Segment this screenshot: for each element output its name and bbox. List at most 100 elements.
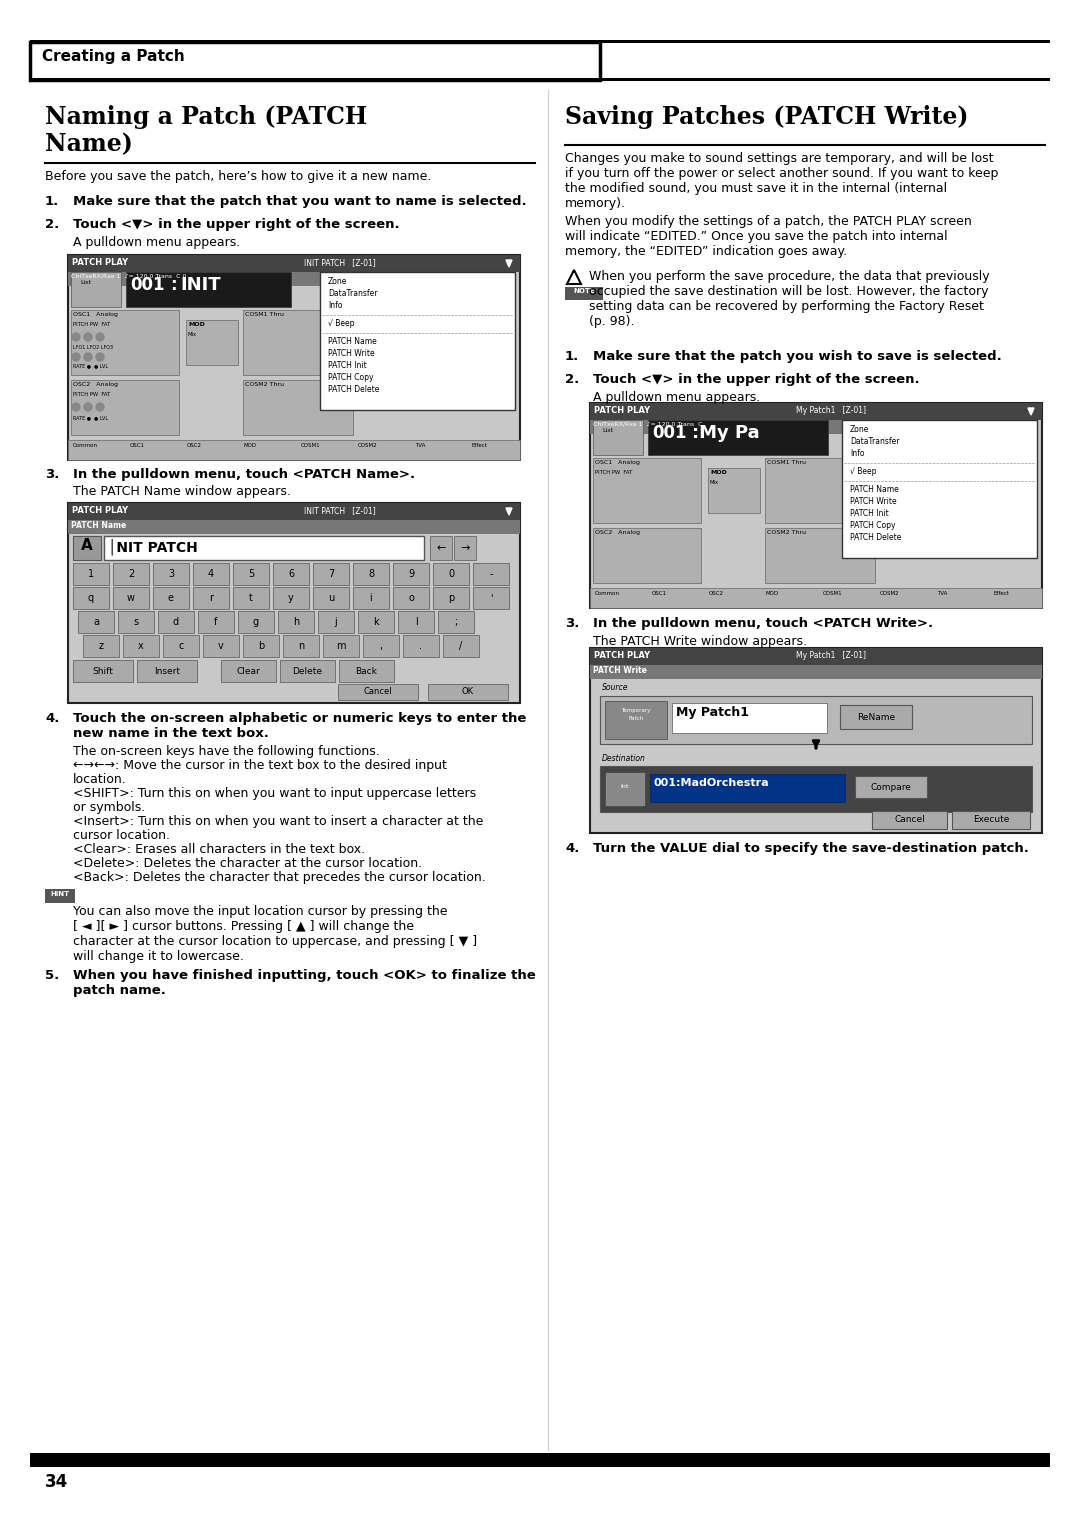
Text: MOD: MOD — [710, 471, 727, 475]
Bar — [163, 636, 199, 657]
Text: Int: Int — [621, 784, 630, 788]
Text: Zone: Zone — [328, 277, 348, 286]
Text: 3.: 3. — [45, 468, 59, 481]
Text: Turn the VALUE dial to specify the save-destination patch.: Turn the VALUE dial to specify the save-… — [593, 842, 1029, 856]
Text: PATCH Init: PATCH Init — [328, 361, 367, 370]
Text: RATE ●  ● LVL: RATE ● ● LVL — [73, 364, 108, 368]
Bar — [313, 562, 349, 585]
Text: √ Beep: √ Beep — [850, 468, 877, 477]
Text: 4.: 4. — [45, 712, 59, 724]
Bar — [153, 562, 189, 585]
Bar — [30, 41, 600, 79]
Bar — [872, 811, 947, 830]
Bar — [158, 611, 194, 633]
Circle shape — [96, 353, 104, 361]
Text: <Back>: Deletes the character that precedes the cursor location.: <Back>: Deletes the character that prece… — [73, 871, 486, 885]
Text: OSC1: OSC1 — [130, 443, 145, 448]
Bar — [600, 766, 1032, 811]
Text: PATCH Init: PATCH Init — [850, 509, 889, 518]
Text: Shift: Shift — [93, 666, 113, 675]
Text: ←: ← — [436, 542, 446, 553]
Bar — [68, 272, 360, 286]
Text: COSM1: COSM1 — [301, 443, 321, 448]
Text: The PATCH Write window appears.: The PATCH Write window appears. — [593, 636, 807, 648]
Text: OSC1: OSC1 — [652, 591, 667, 596]
Text: ;: ; — [455, 617, 458, 626]
Text: PATCH PLAY: PATCH PLAY — [72, 258, 129, 267]
Text: <Clear>: Erases all characters in the text box.: <Clear>: Erases all characters in the te… — [73, 843, 365, 856]
Text: COSM2: COSM2 — [880, 591, 900, 596]
Text: INIT PATCH   [Z-01]: INIT PATCH [Z-01] — [303, 506, 376, 515]
Text: Before you save the patch, here’s how to give it a new name.: Before you save the patch, here’s how to… — [45, 170, 431, 183]
Bar — [454, 536, 476, 559]
Text: NOTE: NOTE — [573, 287, 595, 293]
Text: w: w — [127, 593, 135, 604]
Polygon shape — [507, 507, 512, 515]
Text: A pulldown menu appears.: A pulldown menu appears. — [593, 391, 760, 403]
Text: <SHIFT>: Turn this on when you want to input uppercase letters: <SHIFT>: Turn this on when you want to i… — [73, 787, 476, 801]
Text: OSC2   Analog: OSC2 Analog — [595, 530, 640, 535]
Bar — [73, 536, 102, 559]
Text: PATCH Name: PATCH Name — [328, 338, 377, 345]
Text: 34: 34 — [45, 1473, 68, 1491]
Text: ReName: ReName — [856, 712, 895, 721]
Text: 7: 7 — [328, 568, 334, 579]
Bar — [605, 772, 645, 805]
Text: Temporary: Temporary — [621, 707, 650, 714]
Bar — [399, 611, 434, 633]
Text: x: x — [138, 642, 144, 651]
Bar — [765, 529, 875, 584]
Bar — [353, 587, 389, 610]
Text: PATCH Write: PATCH Write — [328, 348, 375, 358]
Text: PATCH Name: PATCH Name — [71, 521, 126, 530]
Text: The PATCH Name window appears.: The PATCH Name window appears. — [73, 484, 291, 498]
Bar — [590, 665, 1042, 678]
Bar — [186, 319, 238, 365]
Text: TVA: TVA — [415, 443, 426, 448]
Bar — [565, 287, 603, 299]
Text: LFO1 LFO2 LFO3: LFO1 LFO2 LFO3 — [73, 345, 113, 350]
Text: Destination: Destination — [602, 753, 646, 762]
Text: c: c — [178, 642, 184, 651]
Text: Info: Info — [850, 449, 864, 458]
Text: DataTransfer: DataTransfer — [328, 289, 378, 298]
Text: Make sure that the patch that you want to name is selected.: Make sure that the patch that you want t… — [73, 196, 527, 208]
Text: r: r — [210, 593, 213, 604]
Bar — [590, 403, 1042, 420]
Bar — [71, 272, 121, 307]
Text: g: g — [253, 617, 259, 626]
Bar — [68, 503, 519, 520]
Text: 4.: 4. — [565, 842, 579, 856]
Text: Info: Info — [328, 301, 342, 310]
Bar — [83, 636, 119, 657]
Circle shape — [72, 333, 80, 341]
Text: PATCH Write: PATCH Write — [593, 666, 647, 675]
Text: PATCH PLAY: PATCH PLAY — [594, 406, 650, 416]
Text: 9: 9 — [408, 568, 414, 579]
Bar — [393, 587, 429, 610]
Text: COSM2 Thru: COSM2 Thru — [767, 530, 806, 535]
Text: →: → — [460, 542, 470, 553]
Text: PATCH Write: PATCH Write — [850, 497, 896, 506]
Bar — [855, 776, 927, 798]
Circle shape — [72, 353, 80, 361]
Text: Effect: Effect — [994, 591, 1010, 596]
Bar — [68, 440, 519, 460]
Bar — [590, 648, 1042, 665]
Text: MOD: MOD — [188, 322, 205, 327]
Text: INIT: INIT — [180, 277, 220, 293]
Text: OSC1   Analog: OSC1 Analog — [73, 312, 118, 316]
Text: 5.: 5. — [45, 969, 59, 983]
Text: 4: 4 — [208, 568, 214, 579]
Text: Cancel: Cancel — [364, 688, 392, 697]
Text: 1.: 1. — [45, 196, 59, 208]
Text: i: i — [369, 593, 373, 604]
Bar — [443, 636, 480, 657]
Bar — [593, 458, 701, 523]
Text: Execute: Execute — [973, 816, 1009, 825]
Bar — [590, 420, 882, 434]
Bar — [68, 520, 519, 533]
Bar — [593, 420, 643, 455]
Bar — [123, 636, 159, 657]
Bar — [68, 503, 519, 703]
